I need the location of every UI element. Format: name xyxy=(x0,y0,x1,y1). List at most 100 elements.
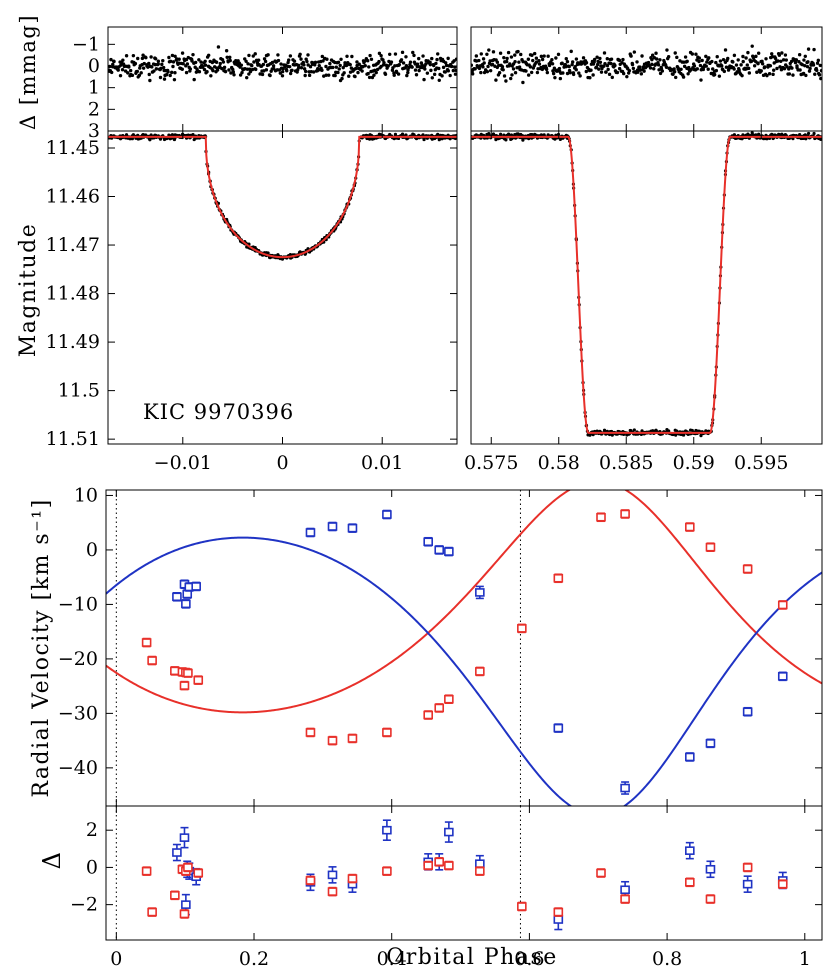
residual-point xyxy=(621,71,626,76)
residual-point xyxy=(180,67,184,71)
residual-point xyxy=(604,70,608,74)
residual-point xyxy=(536,67,540,71)
residual-point xyxy=(791,73,795,77)
residual-point xyxy=(425,71,430,75)
residual-point xyxy=(537,59,541,63)
residual-point xyxy=(679,67,683,72)
residual-point xyxy=(156,62,160,66)
residual-point xyxy=(561,71,565,75)
residual-point xyxy=(656,63,661,67)
primary-rv-point xyxy=(620,509,630,519)
photometry-point xyxy=(632,428,636,432)
residual-point xyxy=(173,71,177,75)
residual-point xyxy=(367,75,372,80)
residual-point xyxy=(400,50,405,55)
secondary-rv-point xyxy=(423,536,434,547)
residual-point xyxy=(167,55,171,60)
residual-point xyxy=(599,70,604,74)
primary-rv-residual xyxy=(170,890,180,901)
residual-point xyxy=(698,63,703,68)
secondary-rv-residual xyxy=(179,826,190,849)
residual-point xyxy=(782,66,787,71)
residual-point xyxy=(413,68,418,72)
residual-point xyxy=(632,50,637,54)
y-tick-label: 0 xyxy=(86,856,98,878)
residual-point xyxy=(296,65,301,70)
residual-point xyxy=(712,72,717,77)
residual-point xyxy=(306,53,310,57)
residual-point xyxy=(510,73,514,77)
secondary-lc-ticks: 0.575 0.58 0.585 0.59 0.595 xyxy=(464,131,788,474)
residual-point xyxy=(749,59,754,63)
y-tick-label: −10 xyxy=(58,593,98,615)
residual-point xyxy=(430,76,434,80)
residual-point xyxy=(776,59,780,63)
residual-point xyxy=(591,73,595,77)
residual-point xyxy=(124,54,129,58)
residual-point xyxy=(299,57,303,61)
residual-point xyxy=(286,58,291,62)
secondary-rv-residual xyxy=(685,841,695,860)
residual-point xyxy=(500,65,505,69)
residual-point xyxy=(546,54,550,58)
residual-point xyxy=(744,56,748,60)
residual-point xyxy=(732,67,736,71)
residual-point xyxy=(565,71,570,76)
residual-point xyxy=(111,62,115,67)
residual-point xyxy=(532,51,537,56)
residual-point xyxy=(205,69,209,74)
primary-rv-residual xyxy=(305,875,316,886)
residual-point xyxy=(486,64,490,69)
residual-point xyxy=(715,55,719,59)
residual-point xyxy=(817,73,822,77)
primary-rv-residual xyxy=(382,866,392,876)
residual-point xyxy=(128,68,133,73)
secondary-rv-residual xyxy=(705,860,716,879)
residual-point xyxy=(784,58,788,62)
residual-point xyxy=(509,55,514,59)
residual-point xyxy=(535,70,540,75)
residual-point xyxy=(592,57,597,62)
photometry-point xyxy=(504,138,508,142)
residual-point xyxy=(142,61,146,66)
residual-point xyxy=(767,72,772,76)
residual-point xyxy=(336,70,340,75)
photometry-point xyxy=(732,133,736,137)
residual-point xyxy=(504,79,508,83)
residual-point xyxy=(740,73,744,78)
residual-point xyxy=(517,60,521,64)
residual-point xyxy=(149,55,153,59)
residual-point xyxy=(513,53,517,57)
residual-point xyxy=(502,74,507,78)
residual-point xyxy=(345,63,349,67)
residual-point xyxy=(147,72,151,77)
residual-point xyxy=(811,63,816,67)
residual-point xyxy=(567,64,571,69)
residual-point xyxy=(288,54,293,58)
residual-point xyxy=(372,73,376,77)
x-tick-label: 0.4 xyxy=(377,948,407,970)
residual-point xyxy=(695,67,699,71)
panel-secondary-eclipse: 0.575 0.58 0.585 0.59 0.595 xyxy=(464,130,823,474)
x-tick-label: 0.59 xyxy=(673,452,715,474)
residual-point xyxy=(501,68,505,72)
residual-point xyxy=(268,73,272,78)
primary-rv-residual xyxy=(179,909,190,919)
residual-point xyxy=(324,73,328,77)
residual-point xyxy=(754,54,758,59)
radial-velocity-axis-label: Radial Velocity [km s⁻¹] xyxy=(29,498,54,797)
primary-rv-residual xyxy=(596,868,606,878)
residual-point xyxy=(197,58,201,62)
residual-point xyxy=(565,59,570,64)
residual-point xyxy=(342,71,346,75)
residual-point xyxy=(336,60,341,64)
residual-point xyxy=(173,54,177,58)
residual-point xyxy=(793,60,798,65)
residual-point xyxy=(303,69,308,74)
residual-point xyxy=(686,72,690,76)
primary-rv-residual xyxy=(434,857,445,867)
residual-point xyxy=(377,59,381,64)
residual-point xyxy=(337,67,341,71)
residual-point xyxy=(487,48,491,52)
residual-point xyxy=(414,73,419,77)
